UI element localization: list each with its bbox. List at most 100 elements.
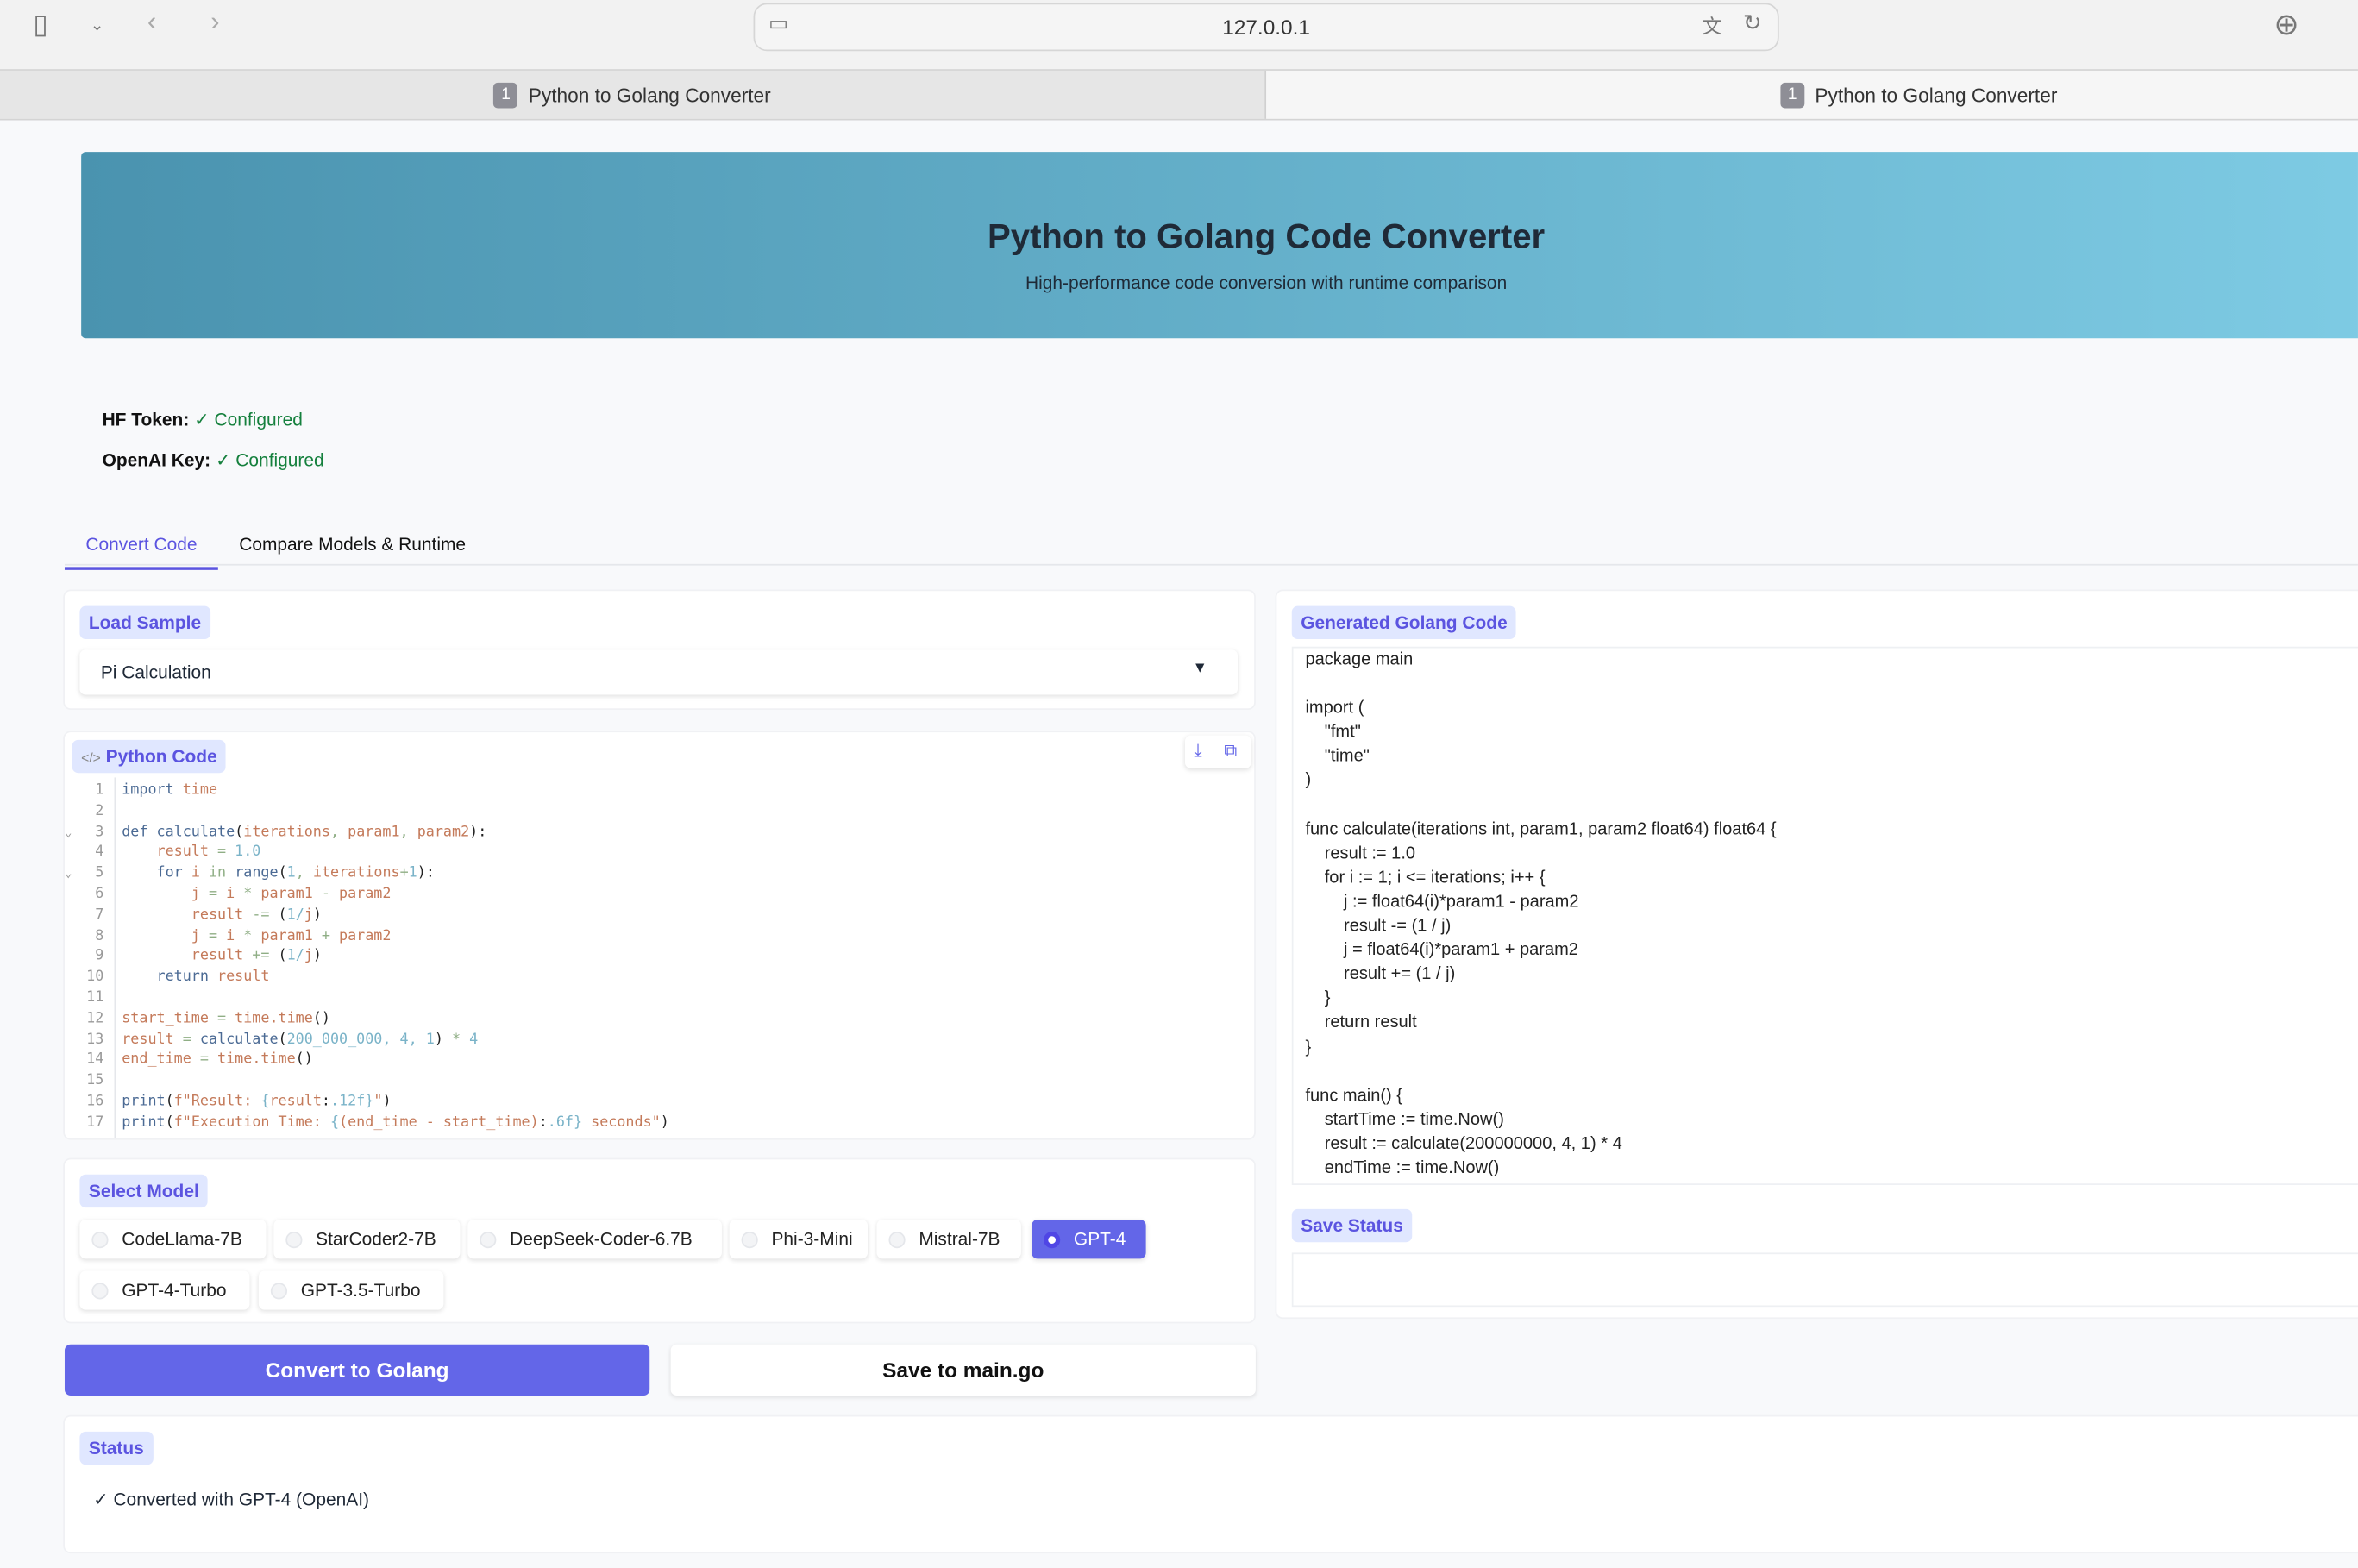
- code-token: 4: [469, 1031, 479, 1048]
- model-option[interactable]: StarCoder2-7B: [273, 1220, 461, 1259]
- chevron-down-icon[interactable]: ⌄: [90, 16, 104, 35]
- code-line: 2: [65, 801, 1254, 822]
- code-token: 200_000_000, 4, 1: [286, 1031, 435, 1048]
- python-code-label-text: Python Code: [105, 745, 217, 768]
- code-token: *: [442, 1031, 470, 1048]
- code-token: {: [260, 1093, 270, 1110]
- save-status-label: Save Status: [1291, 1208, 1413, 1243]
- code-line: 12 start_time = time.time(): [65, 1009, 1254, 1030]
- download-code-icon[interactable]: ⤓: [1194, 739, 1202, 762]
- model-option-label: StarCoder2-7B: [316, 1228, 436, 1250]
- code-token: result: [122, 906, 244, 924]
- code-line: 8 j = i * param1 + param2: [65, 925, 1254, 946]
- copy-icon[interactable]: ⧉: [1224, 739, 1238, 762]
- code-token: ): [434, 1031, 443, 1048]
- radio-icon[interactable]: [1044, 1231, 1061, 1248]
- radio-icon[interactable]: [285, 1231, 303, 1248]
- status-text: ✓ Converted with GPT-4 (OpenAI): [93, 1489, 369, 1510]
- select-model-panel: Select Model CodeLlama-7B StarCoder2-7B De…: [64, 1159, 1255, 1322]
- page-menu-icon[interactable]: ▭: [768, 10, 789, 35]
- model-option[interactable]: GPT-4: [1032, 1220, 1146, 1259]
- openai-key-value: ✓ Configured: [215, 449, 324, 471]
- code-token: *: [235, 927, 261, 944]
- code-token: =: [173, 1031, 200, 1048]
- save-button[interactable]: Save to main.go: [670, 1344, 1256, 1396]
- code-token: result: [122, 1031, 174, 1048]
- code-token: (: [165, 1093, 174, 1110]
- code-token: (: [278, 864, 287, 882]
- code-token: (: [235, 823, 244, 840]
- code-token: 1.0: [235, 844, 261, 862]
- browser-tab[interactable]: 1 Python to Golang Converter: [0, 70, 1267, 119]
- sample-dropdown[interactable]: Pi Calculation ▼: [79, 649, 1238, 695]
- url-text[interactable]: 127.0.0.1: [1222, 15, 1311, 40]
- line-number: 13: [86, 1031, 104, 1048]
- code-token: calculate: [156, 823, 235, 840]
- radio-icon[interactable]: [480, 1231, 497, 1248]
- code-token: j: [122, 885, 200, 903]
- python-code-label: </> Python Code: [72, 739, 227, 774]
- fold-icon[interactable]: ⌄: [64, 825, 72, 839]
- code-token: f"Execution Time:: [173, 1113, 330, 1131]
- code-line: 17 print(f"Execution Time: {(end_time - s…: [65, 1113, 1254, 1133]
- code-token: +: [312, 927, 340, 944]
- radio-icon[interactable]: [91, 1282, 109, 1299]
- golang-code-output[interactable]: package main import ( "fmt" "time" ) fun…: [1291, 646, 2358, 1185]
- model-option[interactable]: DeepSeek-Coder-6.7B: [467, 1220, 722, 1259]
- model-option[interactable]: GPT-3.5-Turbo: [258, 1270, 444, 1310]
- address-bar[interactable]: ▭ 127.0.0.1 文 ↻: [753, 3, 1779, 52]
- sample-selected-value: Pi Calculation: [100, 662, 211, 683]
- status-label: Status: [79, 1431, 154, 1465]
- reload-icon[interactable]: ↻: [1742, 10, 1762, 36]
- radio-icon[interactable]: [270, 1282, 288, 1299]
- model-option-label: Mistral-7B: [919, 1228, 1000, 1250]
- fold-icon[interactable]: ⌄: [64, 866, 72, 881]
- code-token: time.time: [235, 1010, 313, 1027]
- model-option[interactable]: CodeLlama-7B: [79, 1220, 267, 1259]
- code-token: *: [235, 885, 261, 903]
- code-token: start_time: [122, 1010, 209, 1027]
- forward-icon[interactable]: ›: [210, 5, 220, 36]
- radio-icon[interactable]: [741, 1231, 758, 1248]
- tab-convert-code[interactable]: Convert Code: [64, 522, 218, 570]
- code-token: result: [122, 948, 244, 965]
- code-token: ):: [417, 864, 435, 882]
- convert-button[interactable]: Convert to Golang: [64, 1344, 650, 1396]
- radio-icon[interactable]: [91, 1231, 109, 1248]
- tab-divider: [64, 563, 2358, 566]
- model-option[interactable]: Mistral-7B: [876, 1220, 1021, 1259]
- line-number: 6: [95, 885, 104, 903]
- code-token: ): [660, 1113, 669, 1131]
- golang-code-label: Generated Golang Code: [1291, 605, 1517, 640]
- browser-tab-bar: 1 Python to Golang Converter 1 Python to G…: [0, 70, 2358, 121]
- code-token: ,: [399, 823, 417, 840]
- radio-icon[interactable]: [888, 1231, 906, 1248]
- code-token: import: [122, 781, 174, 799]
- code-line: ⌄ 3 def calculate(iterations, param1, para…: [65, 822, 1254, 843]
- line-number: 14: [86, 1051, 104, 1069]
- code-token: range: [235, 864, 279, 882]
- code-token: =: [199, 885, 227, 903]
- model-option-label: GPT-3.5-Turbo: [300, 1279, 421, 1301]
- model-option[interactable]: GPT-4-Turbo: [79, 1270, 250, 1310]
- code-token: i: [226, 885, 235, 903]
- code-token: end_time: [122, 1051, 191, 1069]
- sidebar-toggle-icon[interactable]: ▯: [33, 9, 48, 40]
- python-code-editor[interactable]: 1 import time 2 ⌄ 3 def calculate(iterations,…: [65, 781, 1254, 1133]
- code-line: 10 return result: [65, 967, 1254, 988]
- browser-toolbar: ▯ ⌄ ‹ › ▭ 127.0.0.1 文 ↻ ⊕: [0, 0, 2358, 71]
- caret-down-icon: ▼: [1192, 660, 1207, 677]
- code-token: ):: [469, 823, 487, 840]
- code-token: j: [122, 927, 200, 944]
- code-line: 11: [65, 988, 1254, 1008]
- browser-tab-active[interactable]: 1 Python to Golang Converter: [1266, 70, 2358, 119]
- back-icon[interactable]: ‹: [147, 5, 157, 36]
- code-line: 7 result -= (1/j): [65, 905, 1254, 925]
- code-token: (: [278, 1031, 287, 1048]
- openai-key-label: OpenAI Key:: [102, 449, 211, 471]
- translate-icon[interactable]: 文: [1702, 15, 1722, 38]
- model-option[interactable]: Phi-3-Mini: [729, 1220, 869, 1259]
- download-icon[interactable]: ⊕: [2273, 9, 2299, 42]
- tab-compare-models[interactable]: Compare Models & Runtime: [239, 533, 467, 555]
